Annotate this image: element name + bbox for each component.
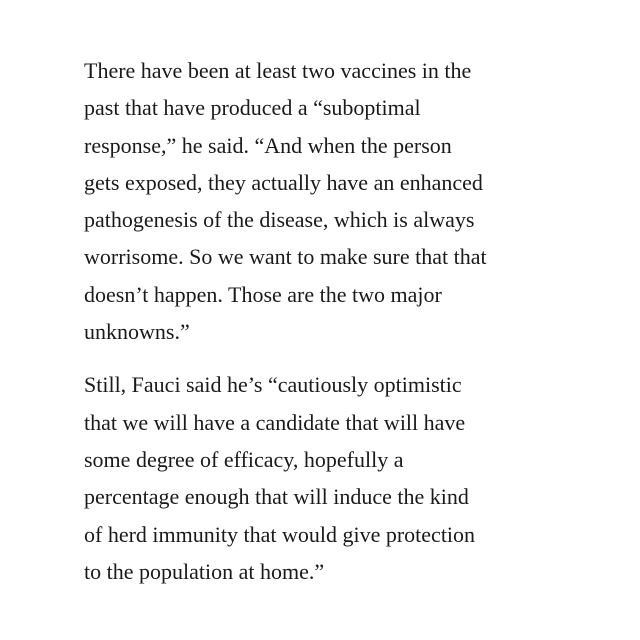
text-line: to the population at home.” xyxy=(84,558,325,584)
text-line: gets exposed, they actually have an enha… xyxy=(84,169,483,195)
article-body: There have been at least two vaccines in… xyxy=(84,52,564,590)
text-line: worrisome. So we want to make sure that … xyxy=(84,244,487,270)
text-line: pathogenesis of the disease, which is al… xyxy=(84,207,475,233)
text-line: past that have produced a “suboptimal xyxy=(84,95,421,121)
text-line: percentage enough that will induce the k… xyxy=(84,484,469,510)
text-line: doesn’t happen. Those are the two major xyxy=(84,281,442,307)
article-paragraph: Still, Fauci said he’s “cautiously optim… xyxy=(84,366,564,590)
text-line: of herd immunity that would give protect… xyxy=(84,521,476,547)
text-line: some degree of efficacy, hopefully a xyxy=(84,446,404,472)
text-line: Still, Fauci said he’s “cautiously optim… xyxy=(84,372,462,398)
text-line: There have been at least two vaccines in… xyxy=(84,58,472,83)
text-line: response,” he said. “And when the person xyxy=(84,132,452,158)
text-line: that we will have a candidate that will … xyxy=(84,409,466,435)
text-line: unknowns.” xyxy=(84,319,190,345)
article-paragraph: There have been at least two vaccines in… xyxy=(84,52,564,350)
